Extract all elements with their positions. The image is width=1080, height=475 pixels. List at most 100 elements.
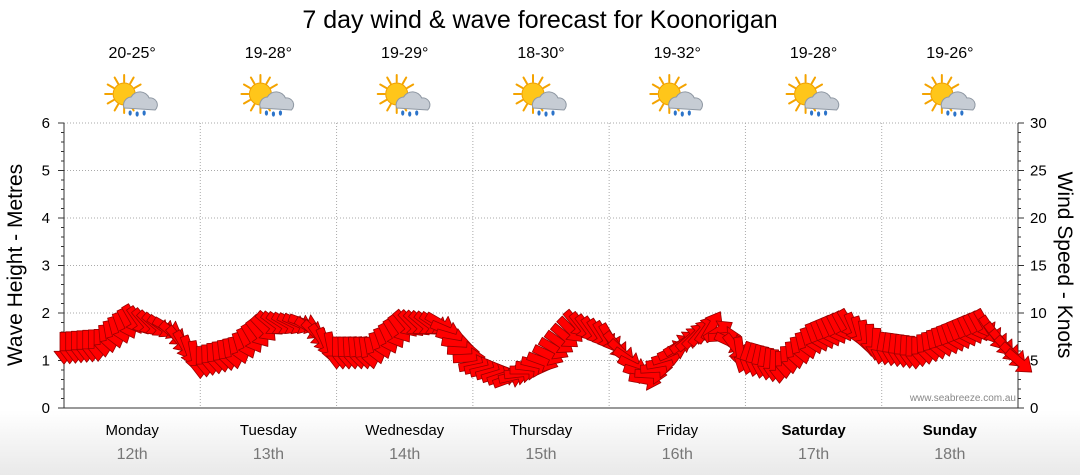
sun-ray bbox=[379, 98, 388, 105]
day-weather-row: 20-25° 19-28° 19-29° 18-30° 19-32° 19-28° 19-2… bbox=[104, 45, 976, 117]
partly-cloudy-showers-icon bbox=[104, 74, 158, 117]
day-name-label: Monday bbox=[105, 422, 159, 439]
partly-cloudy-showers-icon bbox=[649, 74, 703, 117]
rain-drop bbox=[544, 111, 548, 117]
sun-ray bbox=[924, 83, 933, 89]
day-temperature: 19-26° bbox=[926, 45, 973, 62]
sun-ray bbox=[515, 83, 524, 89]
right-axis-title: Wind Speed - Knots bbox=[1053, 172, 1076, 359]
left-tick-label: 2 bbox=[42, 305, 50, 322]
sun-ray bbox=[113, 76, 120, 85]
sun-ray bbox=[795, 76, 801, 85]
sun-ray bbox=[651, 83, 660, 89]
day-temperature: 20-25° bbox=[108, 45, 155, 62]
sun-ray bbox=[386, 103, 392, 112]
partly-cloudy-showers-icon bbox=[921, 74, 976, 117]
day-temperature: 19-29° bbox=[381, 45, 428, 62]
cloud-shape bbox=[259, 91, 295, 111]
right-tick-label: 25 bbox=[1030, 163, 1047, 180]
partly-cloudy-showers-icon bbox=[376, 74, 431, 117]
rain-drop bbox=[946, 110, 950, 116]
sun-ray bbox=[538, 76, 544, 85]
sun-ray bbox=[651, 98, 660, 105]
left-tick-label: 6 bbox=[42, 115, 50, 132]
day-date-label: 15th bbox=[525, 446, 556, 463]
rain-drop bbox=[142, 110, 146, 116]
day-name-label: Thursday bbox=[510, 422, 573, 439]
sun-ray bbox=[133, 83, 142, 89]
rain-drop bbox=[415, 110, 419, 116]
cloud-shape bbox=[123, 91, 158, 111]
sun-ray bbox=[788, 98, 797, 105]
rain-drop bbox=[673, 110, 677, 116]
right-tick-label: 10 bbox=[1030, 305, 1047, 322]
sun-ray bbox=[379, 83, 388, 89]
sun-ray bbox=[814, 83, 824, 89]
sun-ray bbox=[951, 83, 960, 89]
rain-drop bbox=[687, 110, 691, 116]
day-temperature: 19-32° bbox=[654, 45, 701, 62]
sun-ray bbox=[249, 76, 256, 85]
sun-ray bbox=[795, 103, 801, 112]
wind-series bbox=[53, 303, 1033, 391]
sun-ray bbox=[946, 76, 953, 85]
sun-ray bbox=[106, 83, 115, 89]
day-date-label: 17th bbox=[798, 446, 829, 463]
day-temperature: 19-28° bbox=[245, 45, 292, 62]
rain-drop bbox=[809, 110, 814, 116]
sun-ray bbox=[249, 103, 256, 112]
sun-ray bbox=[106, 98, 115, 105]
rain-drop bbox=[278, 110, 283, 116]
sun-ray bbox=[931, 76, 937, 85]
sun-ray bbox=[658, 103, 665, 112]
day-date-label: 13th bbox=[253, 446, 284, 463]
sun-ray bbox=[515, 98, 524, 105]
sun-ray bbox=[674, 76, 680, 85]
rain-drop bbox=[135, 111, 139, 117]
rain-drop bbox=[271, 111, 276, 117]
wave-height-axis: 0 1 2 3 4 5 6 bbox=[42, 115, 65, 417]
rain-drop bbox=[960, 110, 964, 116]
right-tick-label: 30 bbox=[1030, 115, 1047, 132]
day-date-label: 16th bbox=[662, 446, 693, 463]
rain-drop bbox=[823, 110, 828, 116]
sun-ray bbox=[242, 98, 252, 105]
day-date-label: 14th bbox=[389, 446, 420, 463]
cloud-shape bbox=[668, 91, 703, 111]
right-tick-label: 5 bbox=[1030, 353, 1038, 370]
sun-ray bbox=[658, 76, 665, 85]
day-labels: Monday 12th Tuesday 13th Wednesday 14th Thursd… bbox=[105, 422, 977, 463]
day-date-label: 12th bbox=[117, 446, 148, 463]
wind-arrow-shape bbox=[1004, 348, 1033, 373]
cloud-shape bbox=[395, 91, 431, 111]
sun-ray bbox=[810, 76, 817, 85]
sun-ray bbox=[406, 83, 415, 89]
rain-drop bbox=[680, 111, 684, 117]
day-temperature: 18-30° bbox=[517, 45, 564, 62]
rain-drop bbox=[401, 110, 405, 116]
right-tick-label: 20 bbox=[1030, 210, 1047, 227]
rain-drop bbox=[537, 110, 541, 116]
sun-ray bbox=[269, 83, 278, 89]
wind-arrow bbox=[1004, 348, 1033, 373]
sun-ray bbox=[678, 83, 687, 89]
rain-drop bbox=[408, 111, 412, 117]
rain-drop bbox=[816, 111, 821, 117]
left-tick-label: 4 bbox=[42, 210, 50, 227]
day-name-label: Saturday bbox=[781, 422, 846, 439]
left-tick-label: 1 bbox=[42, 353, 50, 370]
left-tick-label: 5 bbox=[42, 163, 50, 180]
cloud-shape bbox=[804, 91, 840, 111]
chart-title: 7 day wind & wave forecast for Koonoriga… bbox=[302, 6, 777, 34]
day-temperature: 19-28° bbox=[790, 45, 837, 62]
sun-ray bbox=[129, 76, 135, 85]
rain-drop bbox=[551, 110, 555, 116]
day-name-label: Sunday bbox=[923, 422, 978, 439]
rain-drop bbox=[128, 110, 132, 116]
sun-ray bbox=[265, 76, 271, 85]
partly-cloudy-showers-icon bbox=[240, 74, 295, 117]
partly-cloudy-showers-icon bbox=[785, 74, 840, 117]
left-axis-title: Wave Height - Metres bbox=[4, 164, 27, 366]
credit-label: www.seabreeze.com.au bbox=[909, 393, 1016, 404]
